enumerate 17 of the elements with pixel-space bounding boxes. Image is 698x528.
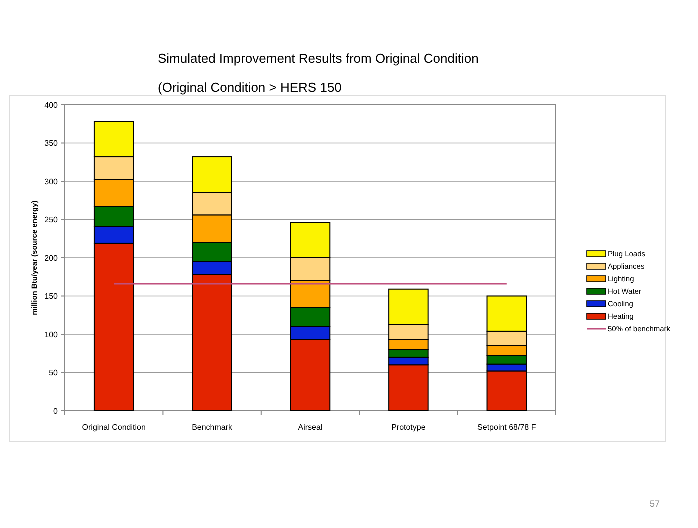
y-tick-label: 50: [49, 368, 59, 378]
y-tick-label: 100: [44, 330, 59, 340]
y-tick-label: 400: [44, 100, 59, 110]
x-tick-label: Airseal: [298, 423, 323, 432]
text: 57: [650, 499, 660, 509]
chart-subtitle: (Original Condition > HERS 150: [158, 80, 342, 95]
x-tick-label: Setpoint 68/78 F: [478, 423, 536, 432]
y-tick-label: 150: [44, 292, 59, 302]
y-tick-label: 200: [44, 254, 59, 263]
y-tick-label: 300: [44, 177, 59, 186]
y-tick-label: 250: [44, 216, 59, 225]
x-tick-label: Benchmark: [192, 423, 234, 432]
x-tick-label: Original Condition: [82, 423, 146, 432]
x-tick-label: Prototype: [392, 423, 426, 432]
y-tick-label: 350: [44, 139, 59, 148]
y-tick-label: 0: [54, 406, 59, 416]
chart-title: Simulated Improvement Results from Original Condition: [158, 51, 479, 66]
